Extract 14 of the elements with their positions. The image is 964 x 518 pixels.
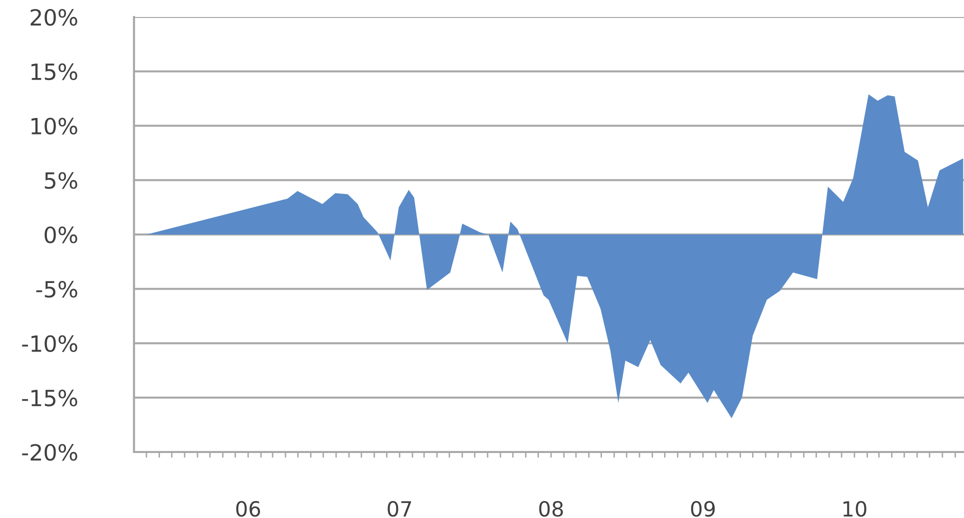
y-tick-label: 5% bbox=[44, 172, 78, 189]
x-tick-label: 09 bbox=[691, 500, 715, 517]
x-tick-label: 07 bbox=[388, 500, 412, 517]
y-tick-label: 10% bbox=[31, 118, 78, 135]
x-tick-label: 08 bbox=[539, 500, 563, 517]
y-tick-label: -15% bbox=[22, 390, 78, 406]
y-tick-label: -20% bbox=[22, 444, 78, 461]
y-tick-label: 20% bbox=[30, 8, 78, 26]
x-tick-label: 06 bbox=[236, 500, 260, 517]
y-tick-label: -10% bbox=[22, 335, 78, 352]
y-tick-label: 0% bbox=[44, 226, 78, 244]
y-tick-label: 15% bbox=[31, 63, 78, 80]
y-tick-label: -5% bbox=[36, 280, 78, 298]
x-tick-label: 10 bbox=[843, 500, 866, 517]
